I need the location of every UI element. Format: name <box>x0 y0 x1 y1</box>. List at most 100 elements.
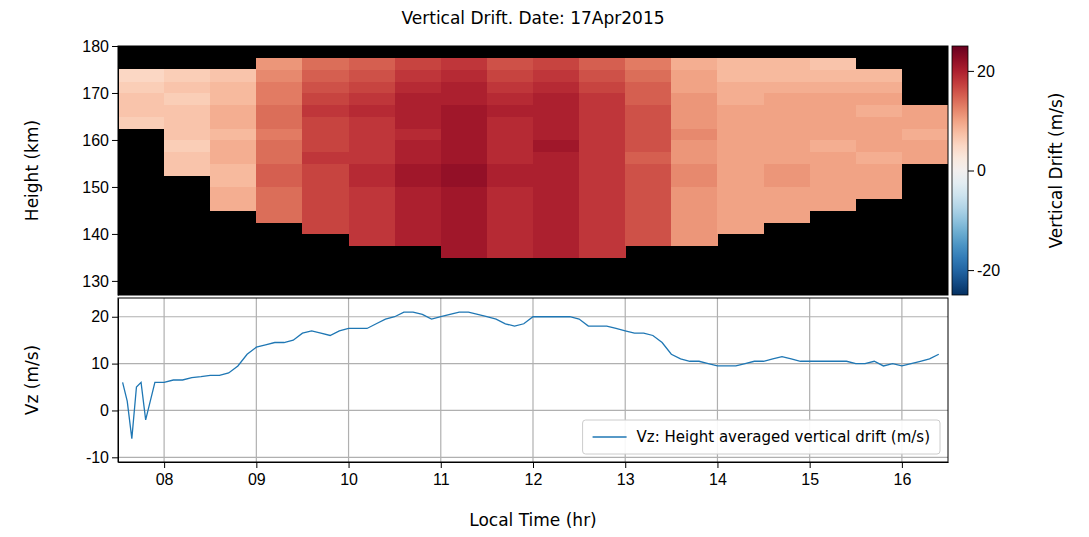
heatmap-cell <box>764 210 811 222</box>
y-axis-top-tick: 170 <box>82 85 118 102</box>
heatmap-cell <box>533 69 580 81</box>
heatmap-cell <box>533 234 580 246</box>
heatmap-cell <box>164 116 211 128</box>
heatmap-cell <box>671 69 718 81</box>
plot-frame <box>118 298 948 462</box>
heatmap-cell <box>302 210 349 222</box>
heatmap-cell <box>441 175 488 187</box>
heatmap-cell <box>579 81 626 93</box>
heatmap-cell <box>487 81 534 93</box>
chart: Vertical Drift. Date: 17Apr2015130140150… <box>0 0 1089 537</box>
heatmap-cell <box>164 163 211 175</box>
y-axis-tick: -10 <box>86 449 118 466</box>
heatmap-cell <box>395 210 442 222</box>
heatmap-cell <box>810 93 857 105</box>
heatmap-cell <box>302 81 349 93</box>
heatmap-cell <box>625 222 672 234</box>
heatmap-cell <box>533 128 580 140</box>
heatmap-cell <box>487 152 534 164</box>
heatmap-cell <box>164 69 211 81</box>
heatmap-cell <box>302 222 349 234</box>
heatmap-cell <box>625 175 672 187</box>
heatmap-cell <box>256 81 303 93</box>
x-axis-tick: 12 <box>525 462 543 488</box>
heatmap-cell <box>210 140 257 152</box>
x-axis-tick-label: 11 <box>433 471 450 488</box>
colorbar-axis-tick-label: 20 <box>977 63 995 80</box>
heatmap-cell <box>764 152 811 164</box>
x-axis-tick-mark <box>164 462 165 468</box>
heatmap-cell <box>441 58 488 70</box>
heatmap-cell <box>487 187 534 199</box>
y-axis-tick: 0 <box>100 402 118 419</box>
y-axis-tick: 20 <box>91 308 118 325</box>
heatmap-cell <box>717 140 764 152</box>
heatmap-cell <box>717 81 764 93</box>
heatmap-cell <box>441 81 488 93</box>
y-axis: -1001020 <box>86 299 119 466</box>
heatmap-cell <box>671 81 718 93</box>
heatmap-cell <box>395 234 442 246</box>
heatmap-cell <box>533 152 580 164</box>
heatmap-cell <box>441 140 488 152</box>
heatmap-cell <box>533 187 580 199</box>
heatmap-cell <box>487 222 534 234</box>
heatmap-cell <box>256 140 303 152</box>
heatmap-cell <box>810 152 857 164</box>
heatmap-cell <box>671 58 718 70</box>
heatmap-cell <box>856 152 903 164</box>
heatmap-cell <box>118 69 165 81</box>
heatmap-cell <box>487 210 534 222</box>
grid-line-x <box>348 298 349 462</box>
heatmap-cell <box>625 81 672 93</box>
heatmap-cell <box>487 116 534 128</box>
y-axis-top-tick-label: 130 <box>82 273 109 290</box>
heatmap-cell <box>302 187 349 199</box>
heatmap-cell <box>671 187 718 199</box>
heatmap-cell <box>717 199 764 211</box>
heatmap-cell <box>441 210 488 222</box>
colorbar-title: Vertical Drift (m/s) <box>1046 92 1066 248</box>
y-axis-title: Vz (m/s) <box>22 345 42 415</box>
x-axis-tick-label: 16 <box>893 471 911 488</box>
heatmap-cell <box>395 163 442 175</box>
heatmap-cell <box>395 81 442 93</box>
heatmap-cell <box>856 163 903 175</box>
heatmap-cell <box>349 116 396 128</box>
heatmap-cell <box>395 93 442 105</box>
heatmap-cell <box>579 58 626 70</box>
heatmap-cell <box>441 69 488 81</box>
heatmap-cell <box>671 93 718 105</box>
y-axis-top-tick: 150 <box>82 179 118 196</box>
x-axis-tick-mark <box>533 462 534 468</box>
heatmap-cells <box>118 58 948 258</box>
heatmap-cell <box>210 175 257 187</box>
title: Vertical Drift. Date: 17Apr2015 <box>401 8 664 28</box>
heatmap-cell <box>764 140 811 152</box>
x-axis-tick: 15 <box>801 462 819 488</box>
grid <box>118 298 948 462</box>
heatmap-cell <box>302 69 349 81</box>
y-axis-tick-label: -10 <box>86 449 109 466</box>
heatmap-cell <box>256 105 303 117</box>
heatmap-cell <box>118 81 165 93</box>
heatmap-cell <box>487 58 534 70</box>
heatmap-cell <box>349 222 396 234</box>
x-axis-tick-label: 10 <box>340 471 358 488</box>
colorbar-axis-tick-label: -20 <box>977 262 1000 279</box>
heatmap-cell <box>302 58 349 70</box>
heatmap-cell <box>441 222 488 234</box>
heatmap-cell <box>164 152 211 164</box>
grid-line-x <box>256 298 257 462</box>
legend-box <box>583 420 940 454</box>
heatmap-cell <box>671 234 718 246</box>
heatmap-cell <box>441 234 488 246</box>
heatmap-cell <box>349 199 396 211</box>
heatmap-cell <box>810 116 857 128</box>
heatmap-cell <box>395 69 442 81</box>
heatmap-cell <box>810 187 857 199</box>
heatmap-cell <box>164 93 211 105</box>
heatmap-cell <box>349 93 396 105</box>
heatmap-cell <box>533 105 580 117</box>
y-axis-title: Height (km) <box>22 120 42 221</box>
